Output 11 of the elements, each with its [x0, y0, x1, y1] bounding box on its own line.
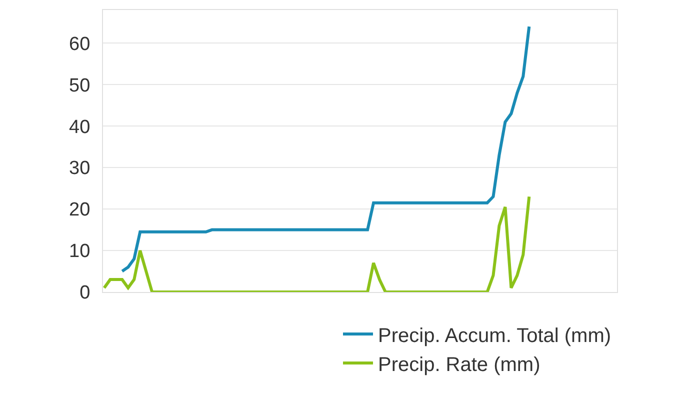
- y-tick-label: 40: [69, 116, 90, 138]
- legend-label: Precip. Accum. Total (mm): [378, 324, 612, 347]
- line-series: [103, 195, 531, 292]
- line-series: [120, 25, 531, 273]
- y-tick-label: 20: [69, 200, 90, 221]
- y-tick-label: 50: [69, 75, 90, 96]
- y-tick-label: 0: [80, 282, 90, 304]
- legend-label: Precip. Rate (mm): [378, 354, 540, 376]
- y-tick-label: 10: [69, 241, 90, 262]
- y-tick-label: 60: [69, 34, 90, 55]
- y-tick-label: 30: [69, 158, 90, 180]
